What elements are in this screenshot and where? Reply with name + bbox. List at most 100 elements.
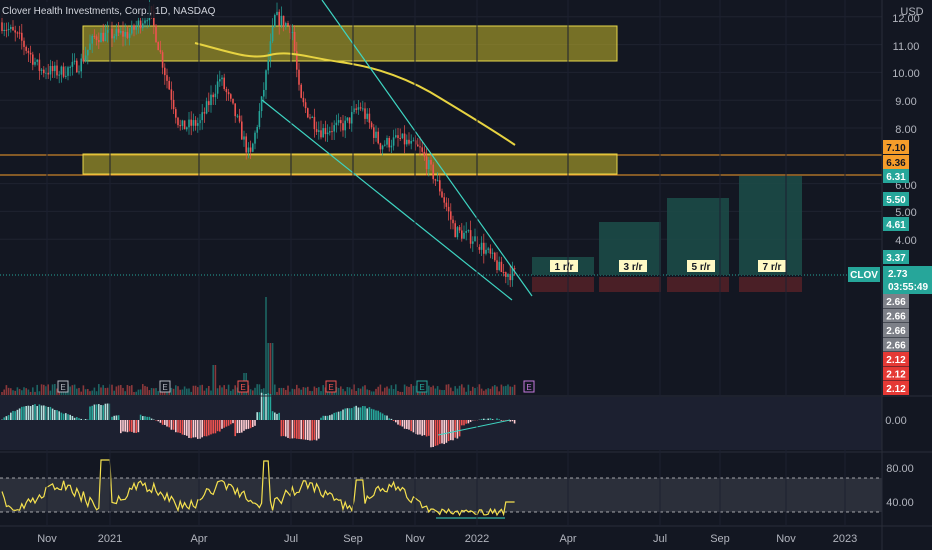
volume-bar <box>507 384 509 395</box>
macd-bar <box>480 418 483 420</box>
volume-bar <box>65 391 67 395</box>
rr-box-1[interactable]: 1 r/r <box>532 257 594 292</box>
macd-bar <box>122 420 124 432</box>
candle-body <box>289 25 291 34</box>
volume-bar <box>40 384 43 395</box>
macd-bar <box>91 405 93 420</box>
price-tag-label: 6.36 <box>886 158 906 169</box>
earnings-marker[interactable] <box>57 380 69 393</box>
macd-bar <box>69 414 71 420</box>
price-axis[interactable]: USD 12.00 11.00 10.00 9.00 8.00 6.00 5.0… <box>848 6 932 509</box>
candle-body <box>447 206 450 212</box>
macd-bar <box>467 420 470 424</box>
macd-bar <box>230 420 232 425</box>
candle-body <box>397 135 399 138</box>
symbol-tag <box>848 267 880 282</box>
candle-body <box>403 133 406 145</box>
support-zone[interactable] <box>82 153 618 175</box>
rr-box-7[interactable]: 7 r/r <box>739 176 802 292</box>
moving-average-line[interactable] <box>194 42 516 146</box>
candle-body <box>507 274 509 277</box>
volume-bar <box>373 391 375 395</box>
rr-box-5[interactable]: 5 r/r <box>667 198 729 292</box>
volume-bar <box>230 390 232 395</box>
macd-bar <box>254 420 256 426</box>
candle-body <box>315 129 318 132</box>
macd-bar <box>197 420 199 439</box>
volume-bar <box>111 384 113 395</box>
candle-body <box>287 23 289 26</box>
price-tag-4-61 <box>883 217 909 231</box>
earnings-marker[interactable] <box>237 380 249 393</box>
macd-bar <box>291 420 294 439</box>
earnings-marker[interactable] <box>159 380 171 393</box>
rr-label-3: 3 r/r <box>624 262 643 273</box>
rsi-line[interactable] <box>1 459 515 517</box>
volume-bar <box>485 389 487 395</box>
volume-bar <box>469 390 472 395</box>
candle-body <box>267 60 269 71</box>
candle-body <box>179 125 181 127</box>
candle-body <box>366 113 368 119</box>
candle-body <box>419 146 421 148</box>
volume-bar <box>285 389 287 395</box>
macd-bar <box>65 413 67 420</box>
candle-body <box>69 66 71 68</box>
time-tick: Nov <box>37 533 57 545</box>
volume-bar <box>432 385 434 395</box>
candle-body <box>401 133 404 139</box>
macd-bar <box>54 409 56 420</box>
upper-trendline[interactable] <box>321 0 533 297</box>
earnings-marker[interactable] <box>325 380 337 393</box>
candle-body <box>153 11 155 26</box>
macd-divergence-line[interactable] <box>437 419 511 436</box>
volume-bar <box>293 389 296 395</box>
macd-bar <box>397 420 399 425</box>
candle-body <box>183 120 186 130</box>
earnings-marker[interactable] <box>416 380 428 393</box>
volume-bar <box>221 387 223 395</box>
candle-body <box>452 219 454 224</box>
candle-body <box>373 127 375 138</box>
macd-bar <box>45 406 47 420</box>
resistance-zone[interactable] <box>82 25 618 62</box>
price-tick: 10.00 <box>892 68 920 80</box>
candle-body <box>454 223 456 238</box>
macd-bar <box>351 408 353 420</box>
candle-body <box>260 96 263 112</box>
macd-pane <box>0 397 882 450</box>
candle-body <box>313 116 316 130</box>
macd-bar <box>51 408 54 420</box>
volume-bar <box>172 388 175 395</box>
candlestick-series <box>1 0 516 288</box>
candle-body <box>258 111 261 128</box>
macd-bar <box>133 420 135 433</box>
candle-body <box>274 15 276 27</box>
macd-bar <box>166 420 168 427</box>
macd-bar <box>375 410 377 420</box>
candle-body <box>252 143 254 152</box>
volume-bar <box>241 390 243 395</box>
macd-bar <box>271 411 274 420</box>
macd-bar <box>95 404 98 420</box>
time-axis[interactable]: Nov 2021 Apr Jul Sep Nov 2022 Apr Jul Sep Nov 2023 <box>37 0 857 545</box>
rr-box-3[interactable]: 3 r/r <box>599 222 661 292</box>
volume-bar <box>359 388 362 395</box>
candle-body <box>40 69 43 71</box>
macd-bar <box>423 420 426 436</box>
volume-bar <box>392 389 395 395</box>
rsi-band <box>0 478 882 512</box>
countdown-label: 03:55:49 <box>888 282 928 293</box>
volume-bar <box>300 389 302 395</box>
candle-body <box>395 135 397 138</box>
price-tick: 4.00 <box>895 235 916 247</box>
price-tick: 11.00 <box>893 41 920 53</box>
lower-trendline[interactable] <box>261 99 513 301</box>
candle-body <box>106 29 109 33</box>
volume-bar <box>142 384 144 395</box>
candle-body <box>500 261 503 273</box>
volume-bar <box>98 384 100 395</box>
earnings-marker[interactable] <box>523 380 535 393</box>
macd-bar <box>320 417 322 420</box>
